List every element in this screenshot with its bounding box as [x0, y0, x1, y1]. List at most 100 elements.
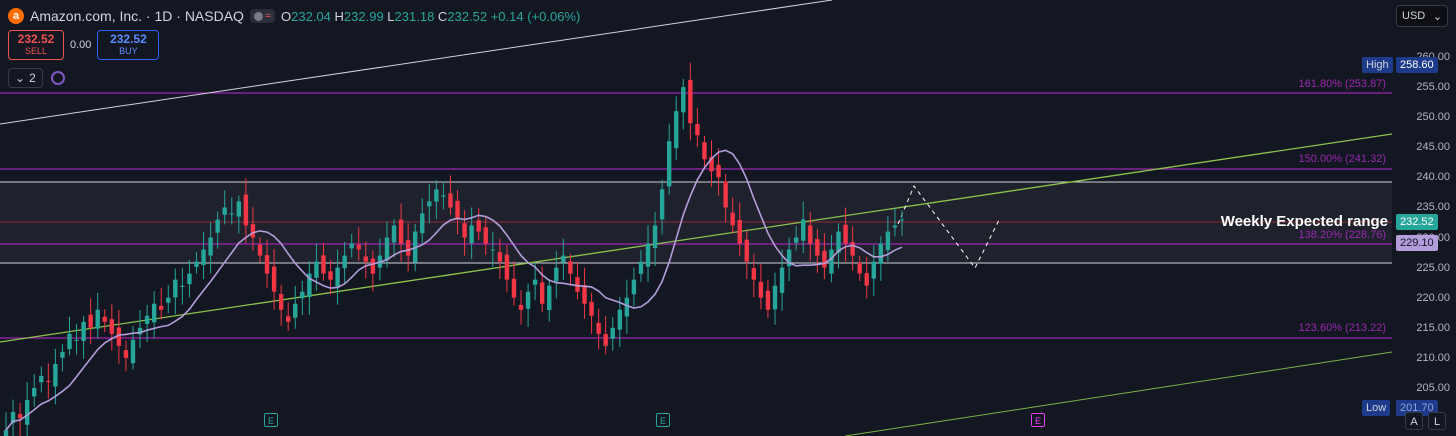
earnings-marker-2[interactable]: E — [656, 413, 670, 427]
symbol-legend: a Amazon.com, Inc. · 1D · NASDAQ ≈ O232.… — [8, 4, 580, 28]
buy-button[interactable]: 232.52 BUY — [97, 30, 160, 60]
fib-label-138: 138.20% (228.76) — [1298, 229, 1386, 241]
candle-body — [441, 195, 446, 197]
candle-body — [758, 281, 764, 298]
candle-body — [46, 381, 51, 383]
candle-body — [857, 262, 862, 274]
channel-bottom-line — [844, 351, 1393, 436]
candle-body — [420, 213, 425, 234]
channel-top-line — [0, 0, 833, 125]
candle-body — [723, 181, 728, 208]
ohlc-values: O232.04 H232.99 L231.18 C232.52 +0.14 (+… — [281, 8, 581, 24]
candle-body — [384, 237, 390, 261]
candle-body — [582, 285, 587, 304]
candle-body — [3, 430, 9, 436]
candle-body — [24, 400, 30, 425]
indicator-toggle[interactable]: ≈ — [249, 9, 275, 23]
candle-body — [187, 273, 192, 285]
auto-scale-button[interactable]: A — [1405, 412, 1423, 430]
price-tick-label: 220.00 — [1416, 291, 1450, 304]
candle-body — [829, 249, 834, 274]
candle-body — [370, 258, 376, 274]
candle-body — [243, 194, 249, 226]
currency-label: USD — [1402, 10, 1426, 22]
log-scale-button[interactable]: L — [1428, 412, 1446, 430]
candle-body — [568, 261, 573, 274]
candle-body — [737, 219, 742, 244]
amazon-logo-icon: a — [8, 8, 24, 24]
chevron-down-icon: ⌄ — [1432, 10, 1442, 23]
candle-body — [539, 282, 545, 304]
candle-body — [899, 219, 905, 221]
candle-body — [525, 291, 531, 309]
candle-body — [554, 267, 559, 282]
candle-body — [772, 285, 778, 310]
collapse-indicators-button[interactable]: ⌄ 2 — [8, 68, 43, 88]
candle-body — [624, 297, 630, 317]
candle-body — [391, 225, 397, 243]
candle-body — [878, 243, 884, 264]
candle-body — [850, 242, 855, 256]
candle-body — [159, 305, 164, 310]
candle-body — [342, 255, 347, 269]
candle-body — [808, 225, 813, 244]
candle-body — [871, 261, 876, 279]
candle-body — [744, 239, 749, 262]
weekly-expected-range-label: Weekly Expected range — [1220, 213, 1388, 230]
candle-body — [885, 231, 891, 251]
candle-body — [659, 189, 665, 220]
sell-button[interactable]: 232.52 SELL — [8, 30, 64, 60]
candle-body — [257, 244, 263, 256]
high-label: High — [1362, 57, 1393, 73]
candle-body — [300, 291, 305, 299]
candle-body — [229, 213, 234, 215]
candle-body — [666, 141, 672, 187]
candle-body — [201, 249, 206, 265]
price-tick-label: 215.00 — [1416, 321, 1450, 334]
candle-body — [652, 225, 658, 249]
indicator-count: 2 — [29, 71, 36, 85]
current-price-tag: 232.52 — [1396, 214, 1438, 230]
symbol-title[interactable]: Amazon.com, Inc. · 1D · NASDAQ — [30, 8, 244, 24]
earnings-marker-upcoming[interactable]: E — [1031, 413, 1045, 427]
projection-path — [897, 184, 1001, 269]
fib-label-123: 123.60% (213.22) — [1298, 322, 1386, 334]
high-value-tag: 258.60 — [1396, 57, 1438, 73]
candle-body — [356, 244, 361, 250]
candle-body — [561, 255, 566, 263]
candle-body — [469, 225, 474, 244]
candle-body — [335, 267, 340, 287]
candle-body — [363, 256, 369, 262]
candle-body — [596, 322, 601, 334]
spread-value: 0.00 — [70, 39, 92, 51]
candle-body — [511, 278, 517, 298]
sync-icon[interactable] — [50, 71, 65, 85]
candle-body — [250, 224, 256, 238]
candle-body — [864, 273, 869, 286]
candle-body — [434, 189, 439, 202]
candle-body — [688, 79, 693, 124]
price-tick-label: 240.00 — [1416, 171, 1450, 184]
candle-body — [779, 267, 785, 293]
candle-body — [173, 279, 178, 298]
candle-body — [427, 201, 432, 207]
candle-body — [405, 240, 411, 256]
earnings-marker-1[interactable]: E — [264, 413, 278, 427]
candle-body — [109, 319, 115, 334]
candle-body — [151, 303, 157, 323]
candle-body — [631, 279, 637, 295]
price-tick-label: 210.00 — [1416, 351, 1450, 364]
candle-body — [264, 255, 270, 274]
candle-body — [215, 219, 220, 233]
candle-body — [102, 316, 107, 322]
candle-body — [10, 412, 16, 423]
candle-body — [17, 413, 23, 419]
candle-body — [74, 339, 79, 341]
candle-body — [815, 238, 820, 256]
price-tick-label: 235.00 — [1416, 201, 1450, 214]
candle-body — [638, 261, 644, 274]
currency-select[interactable]: USD ⌄ — [1396, 5, 1448, 27]
candle-body — [349, 243, 354, 249]
candle-body — [398, 219, 404, 244]
